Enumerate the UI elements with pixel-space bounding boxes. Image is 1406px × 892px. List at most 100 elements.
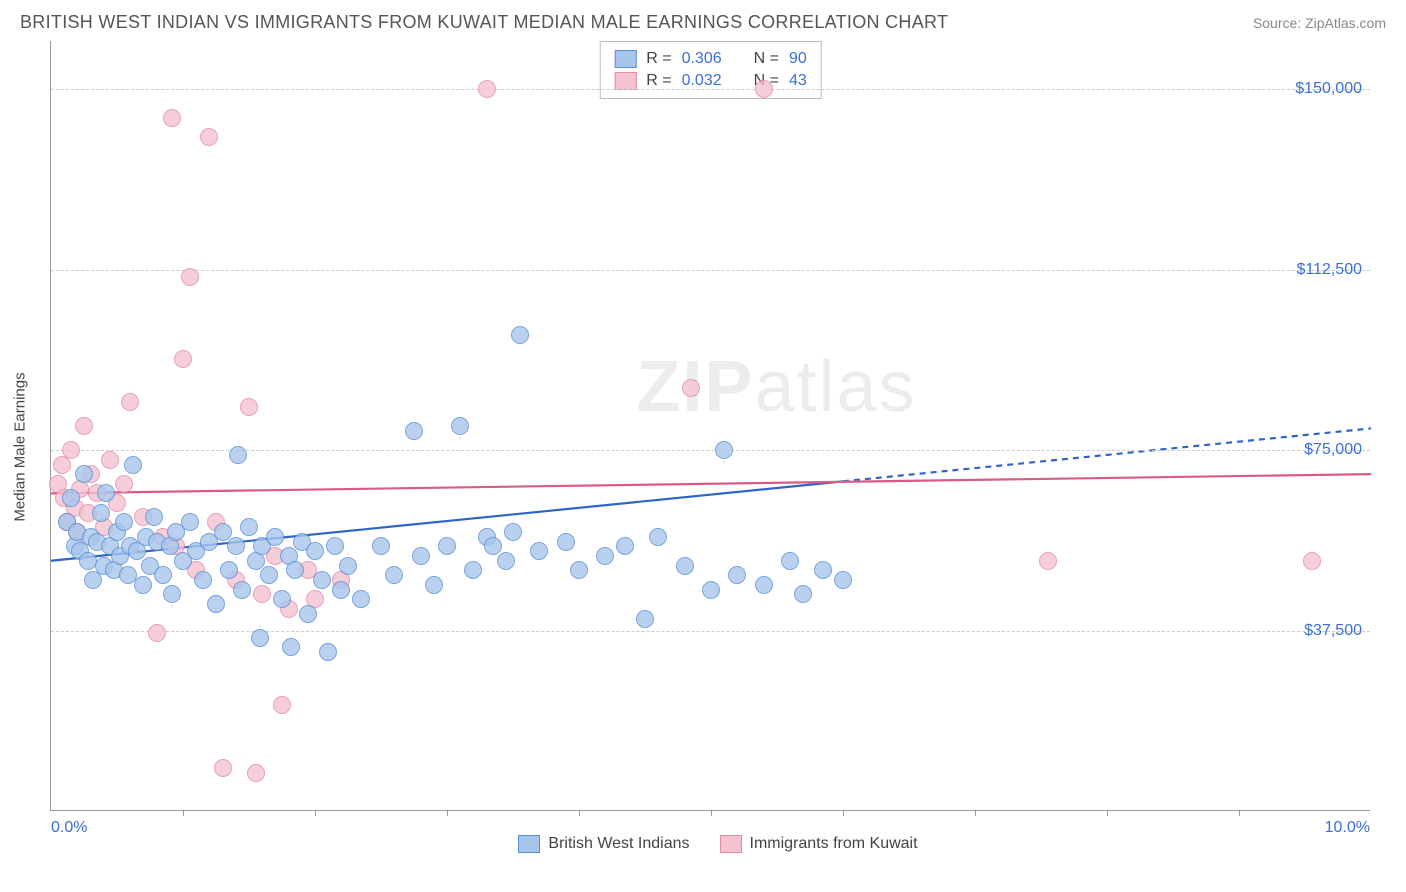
data-point [412,547,430,565]
data-point [478,80,496,98]
data-point [154,566,172,584]
data-point [313,571,331,589]
chart-source: Source: ZipAtlas.com [1253,15,1386,31]
data-point [511,326,529,344]
bottom-legend: British West Indians Immigrants from Kuw… [50,811,1386,853]
r-value-b: 0.032 [682,72,722,90]
data-point [163,585,181,603]
y-tick-label: $150,000 [1295,80,1362,98]
gridline [51,631,1370,632]
swatch-series-b [720,835,742,853]
data-point [425,576,443,594]
watermark: ZIPatlas [636,346,916,428]
data-point [676,557,694,575]
data-point [1039,552,1057,570]
data-point [504,523,522,541]
data-point [306,542,324,560]
gridline [51,450,1370,451]
data-point [682,379,700,397]
gridline [51,270,1370,271]
data-point [97,484,115,502]
x-tick-label: 10.0% [1325,819,1370,837]
data-point [385,566,403,584]
data-point [834,571,852,589]
source-name: ZipAtlas.com [1305,15,1386,31]
x-tick [975,810,976,816]
data-point [247,764,265,782]
data-point [702,581,720,599]
watermark-light: atlas [754,347,916,427]
data-point [240,398,258,416]
x-tick [711,810,712,816]
data-point [75,465,93,483]
data-point [781,552,799,570]
y-tick-label: $37,500 [1304,622,1362,640]
data-point [557,533,575,551]
data-point [339,557,357,575]
legend-label-a: British West Indians [548,835,689,853]
legend-item-a: British West Indians [518,835,689,853]
data-point [299,605,317,623]
data-point [253,585,271,603]
data-point [181,268,199,286]
data-point [181,513,199,531]
data-point [134,576,152,594]
data-point [174,350,192,368]
x-tick [843,810,844,816]
data-point [596,547,614,565]
chart-area: Median Male Earnings ZIPatlas R = 0.306 … [50,41,1386,853]
gridline [51,89,1370,90]
data-point [260,566,278,584]
swatch-series-a [518,835,540,853]
data-point [233,581,251,599]
data-point [794,585,812,603]
data-point [715,441,733,459]
data-point [200,128,218,146]
trend-lines [51,41,1371,811]
data-point [332,581,350,599]
r-label: R = [646,72,671,90]
x-tick [447,810,448,816]
chart-title: BRITISH WEST INDIAN VS IMMIGRANTS FROM K… [20,12,948,33]
data-point [273,696,291,714]
data-point [240,518,258,536]
data-point [145,508,163,526]
data-point [319,643,337,661]
data-point [755,80,773,98]
data-point [115,475,133,493]
data-point [115,513,133,531]
data-point [214,759,232,777]
data-point [194,571,212,589]
x-tick [1239,810,1240,816]
scatter-plot: ZIPatlas R = 0.306 N = 90 R = 0.032 N = … [50,41,1370,811]
data-point [251,629,269,647]
data-point [814,561,832,579]
data-point [530,542,548,560]
data-point [649,528,667,546]
data-point [1303,552,1321,570]
y-axis-label: Median Male Earnings [12,372,29,521]
y-tick-label: $112,500 [1296,261,1362,279]
data-point [148,624,166,642]
swatch-series-b [614,72,636,90]
data-point [62,441,80,459]
stats-legend-box: R = 0.306 N = 90 R = 0.032 N = 43 [599,41,822,99]
r-label: R = [646,50,671,68]
source-prefix: Source: [1253,15,1305,31]
data-point [728,566,746,584]
data-point [207,595,225,613]
data-point [464,561,482,579]
data-point [101,451,119,469]
data-point [273,590,291,608]
n-label: N = [754,50,779,68]
data-point [451,417,469,435]
data-point [92,504,110,522]
data-point [220,561,238,579]
x-tick [1107,810,1108,816]
legend-label-b: Immigrants from Kuwait [750,835,918,853]
data-point [124,456,142,474]
x-tick [315,810,316,816]
data-point [636,610,654,628]
data-point [75,417,93,435]
data-point [616,537,634,555]
